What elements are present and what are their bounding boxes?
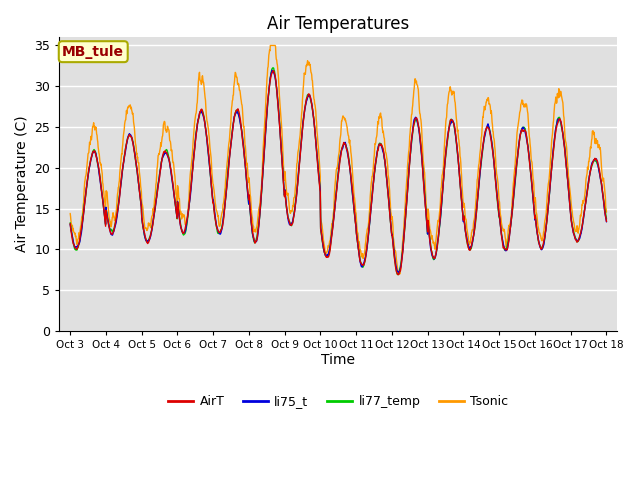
Title: Air Temperatures: Air Temperatures: [268, 15, 410, 33]
Text: MB_tule: MB_tule: [62, 45, 124, 59]
X-axis label: Time: Time: [321, 353, 355, 367]
Legend: AirT, li75_t, li77_temp, Tsonic: AirT, li75_t, li77_temp, Tsonic: [163, 390, 513, 413]
Y-axis label: Air Temperature (C): Air Temperature (C): [15, 116, 29, 252]
